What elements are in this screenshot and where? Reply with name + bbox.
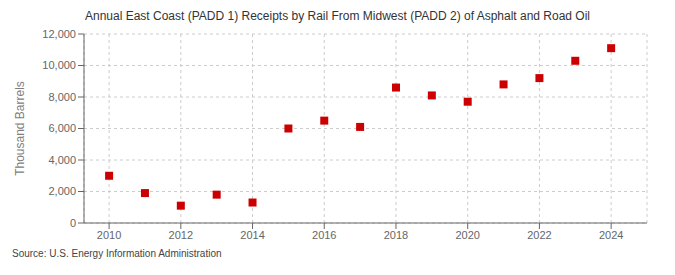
svg-text:2024: 2024 (599, 229, 623, 241)
svg-text:6,000: 6,000 (48, 122, 76, 134)
svg-text:2012: 2012 (169, 229, 193, 241)
svg-text:4,000: 4,000 (48, 154, 76, 166)
svg-text:10,000: 10,000 (42, 59, 76, 71)
html-text:Source: U.S. Energy Informatio: Source: U.S. Energy Information Administ… (12, 248, 222, 259)
svg-text:2016: 2016 (312, 229, 336, 241)
svg-text:2022: 2022 (527, 229, 551, 241)
svg-text:Thousand Barrels: Thousand Barrels (13, 81, 27, 176)
svg-text:2018: 2018 (384, 229, 408, 241)
svg-text:2020: 2020 (455, 229, 479, 241)
svg-text:2014: 2014 (240, 229, 264, 241)
svg-text:2010: 2010 (97, 229, 121, 241)
html-text:Annual East Coast (PADD 1) Rec: Annual East Coast (PADD 1) Receipts by R… (85, 9, 590, 23)
svg-text:12,000: 12,000 (42, 28, 76, 40)
svg-text:8,000: 8,000 (48, 91, 76, 103)
svg-text:0: 0 (70, 217, 76, 229)
svg-text:2,000: 2,000 (48, 185, 76, 197)
